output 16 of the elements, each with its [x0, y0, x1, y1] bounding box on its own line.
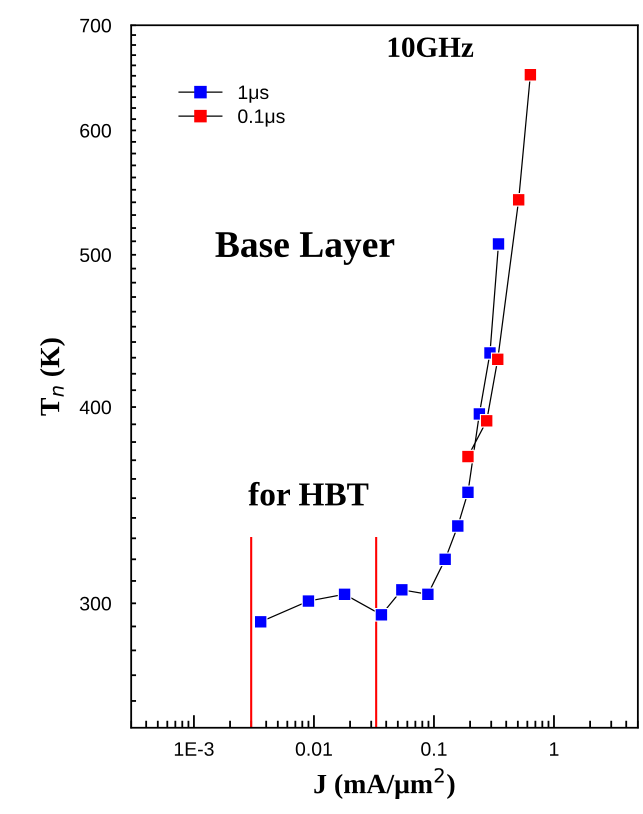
- x-tick-label: 1E-3: [174, 742, 214, 756]
- y-tick-label: 600: [80, 124, 111, 138]
- y-tick-label: 300: [80, 596, 111, 611]
- y-tick-label: 500: [80, 248, 111, 262]
- x-tick-label: 1: [550, 742, 558, 756]
- x-tick-label: 0.1: [421, 742, 447, 756]
- legend-label: 0.1μs: [238, 109, 285, 127]
- x-axis-title: J (mA/μm$^{2}$): [314, 768, 454, 800]
- annotation: Base Layer: [215, 232, 394, 265]
- y-tick-label: 400: [80, 400, 111, 414]
- x-tick-label: 0.01: [296, 742, 332, 756]
- y-tick-label: 700: [80, 18, 111, 32]
- annotation: 10GHz: [388, 37, 474, 58]
- y-axis-title: T$_{n}$ (K): [40, 338, 66, 416]
- legend-label: 1μs: [238, 86, 268, 103]
- annotation: for HBT: [248, 482, 368, 506]
